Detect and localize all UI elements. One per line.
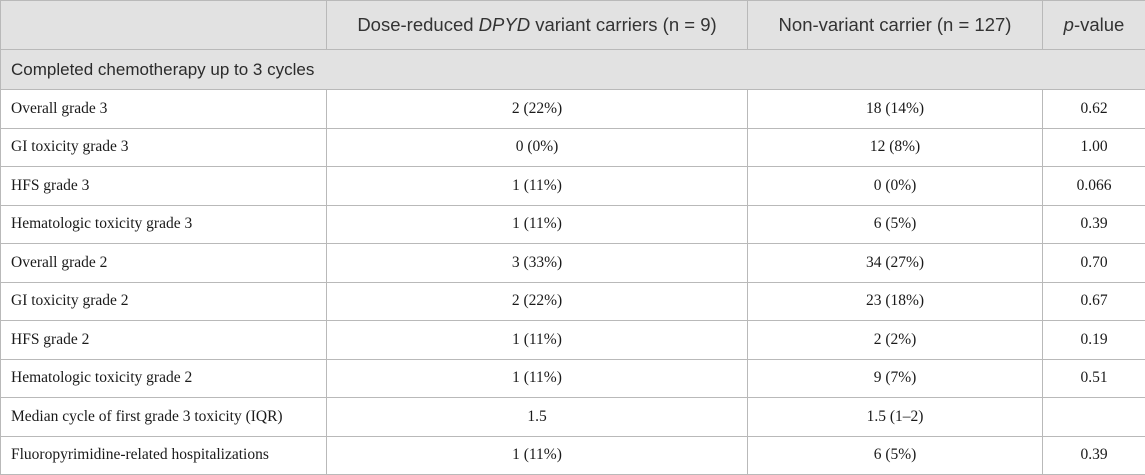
dpyd-carrier-value: 1.5 [327, 398, 748, 437]
p-value: 0.39 [1043, 436, 1145, 475]
dpyd-carrier-value: 2 (22%) [327, 90, 748, 129]
p-value: 0.066 [1043, 167, 1145, 206]
row-label: GI toxicity grade 2 [1, 282, 327, 321]
p-value: 0.51 [1043, 359, 1145, 398]
table-row: Fluoropyrimidine-related hospitalization… [1, 436, 1145, 475]
row-label: Overall grade 2 [1, 244, 327, 283]
p-value: 0.67 [1043, 282, 1145, 321]
row-label: GI toxicity grade 3 [1, 128, 327, 167]
non-variant-value: 23 (18%) [748, 282, 1043, 321]
header-non-variant-carrier: Non-variant carrier (n = 127) [748, 1, 1043, 50]
p-value: 1.00 [1043, 128, 1145, 167]
dpyd-carrier-value: 1 (11%) [327, 205, 748, 244]
header-empty-cell [1, 1, 327, 50]
p-value: 0.70 [1043, 244, 1145, 283]
header-dpyd-carriers: Dose-reduced DPYD variant carriers (n = … [327, 1, 748, 50]
dpyd-carrier-value: 1 (11%) [327, 167, 748, 206]
non-variant-value: 6 (5%) [748, 205, 1043, 244]
header-p-letter: p [1064, 14, 1074, 35]
non-variant-value: 1.5 (1–2) [748, 398, 1043, 437]
p-value: 0.39 [1043, 205, 1145, 244]
header-row: Dose-reduced DPYD variant carriers (n = … [1, 1, 1145, 50]
row-label: HFS grade 2 [1, 321, 327, 360]
non-variant-value: 12 (8%) [748, 128, 1043, 167]
p-value: 0.62 [1043, 90, 1145, 129]
section-title: Completed chemotherapy up to 3 cycles [1, 50, 1145, 90]
non-variant-value: 9 (7%) [748, 359, 1043, 398]
dpyd-carrier-value: 1 (11%) [327, 359, 748, 398]
row-label: Median cycle of first grade 3 toxicity (… [1, 398, 327, 437]
p-value [1043, 398, 1145, 437]
table-row: Median cycle of first grade 3 toxicity (… [1, 398, 1145, 437]
header-p-value: p-value [1043, 1, 1145, 50]
non-variant-value: 18 (14%) [748, 90, 1043, 129]
row-label: Hematologic toxicity grade 3 [1, 205, 327, 244]
header-dpyd-suffix: variant carriers (n = 9) [530, 14, 717, 35]
non-variant-value: 6 (5%) [748, 436, 1043, 475]
section-row: Completed chemotherapy up to 3 cycles [1, 50, 1145, 90]
non-variant-value: 34 (27%) [748, 244, 1043, 283]
row-label: Overall grade 3 [1, 90, 327, 129]
header-dpyd-prefix: Dose-reduced [357, 14, 478, 35]
non-variant-value: 2 (2%) [748, 321, 1043, 360]
dpyd-carrier-value: 1 (11%) [327, 436, 748, 475]
dpyd-carrier-value: 0 (0%) [327, 128, 748, 167]
non-variant-value: 0 (0%) [748, 167, 1043, 206]
row-label: HFS grade 3 [1, 167, 327, 206]
row-label: Fluoropyrimidine-related hospitalization… [1, 436, 327, 475]
dpyd-carrier-value: 1 (11%) [327, 321, 748, 360]
p-value: 0.19 [1043, 321, 1145, 360]
row-label: Hematologic toxicity grade 2 [1, 359, 327, 398]
dpyd-carrier-value: 3 (33%) [327, 244, 748, 283]
header-dpyd-gene: DPYD [479, 14, 530, 35]
header-p-suffix: -value [1074, 14, 1124, 35]
dpyd-carrier-value: 2 (22%) [327, 282, 748, 321]
